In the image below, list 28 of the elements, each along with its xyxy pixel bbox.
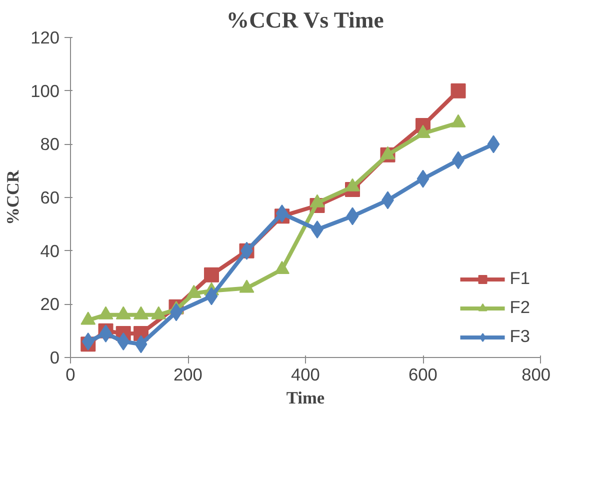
point — [82, 332, 94, 350]
x-tick-label: 800 — [522, 364, 551, 384]
point — [450, 83, 466, 98]
x-tick-label: 600 — [408, 364, 438, 384]
point — [487, 135, 500, 154]
y-tick-label: 80 — [40, 134, 60, 154]
y-tick-label: 20 — [40, 294, 60, 314]
y-tick-label: 120 — [30, 28, 60, 48]
y-tick-label: 40 — [40, 240, 60, 261]
x-tick-label: 200 — [174, 364, 202, 384]
x-tick-label: 400 — [291, 364, 320, 384]
y-axis-title: %CCR — [4, 170, 23, 225]
y-tick-label: 0 — [50, 348, 60, 368]
legend-label: F2 — [510, 297, 530, 318]
y-tick-label: 100 — [30, 80, 60, 101]
x-axis-title: Time — [286, 388, 325, 408]
point — [134, 335, 148, 354]
legend-label: F3 — [510, 326, 530, 347]
legend-label: F1 — [510, 268, 530, 289]
point — [276, 204, 288, 222]
chart-title: %CCR Vs Time — [226, 8, 384, 32]
point — [117, 332, 130, 350]
point — [346, 207, 359, 226]
point — [205, 287, 218, 306]
y-tick-label: 60 — [40, 188, 60, 208]
point — [416, 170, 430, 188]
x-tick-label: 0 — [66, 364, 76, 384]
point — [204, 267, 219, 282]
